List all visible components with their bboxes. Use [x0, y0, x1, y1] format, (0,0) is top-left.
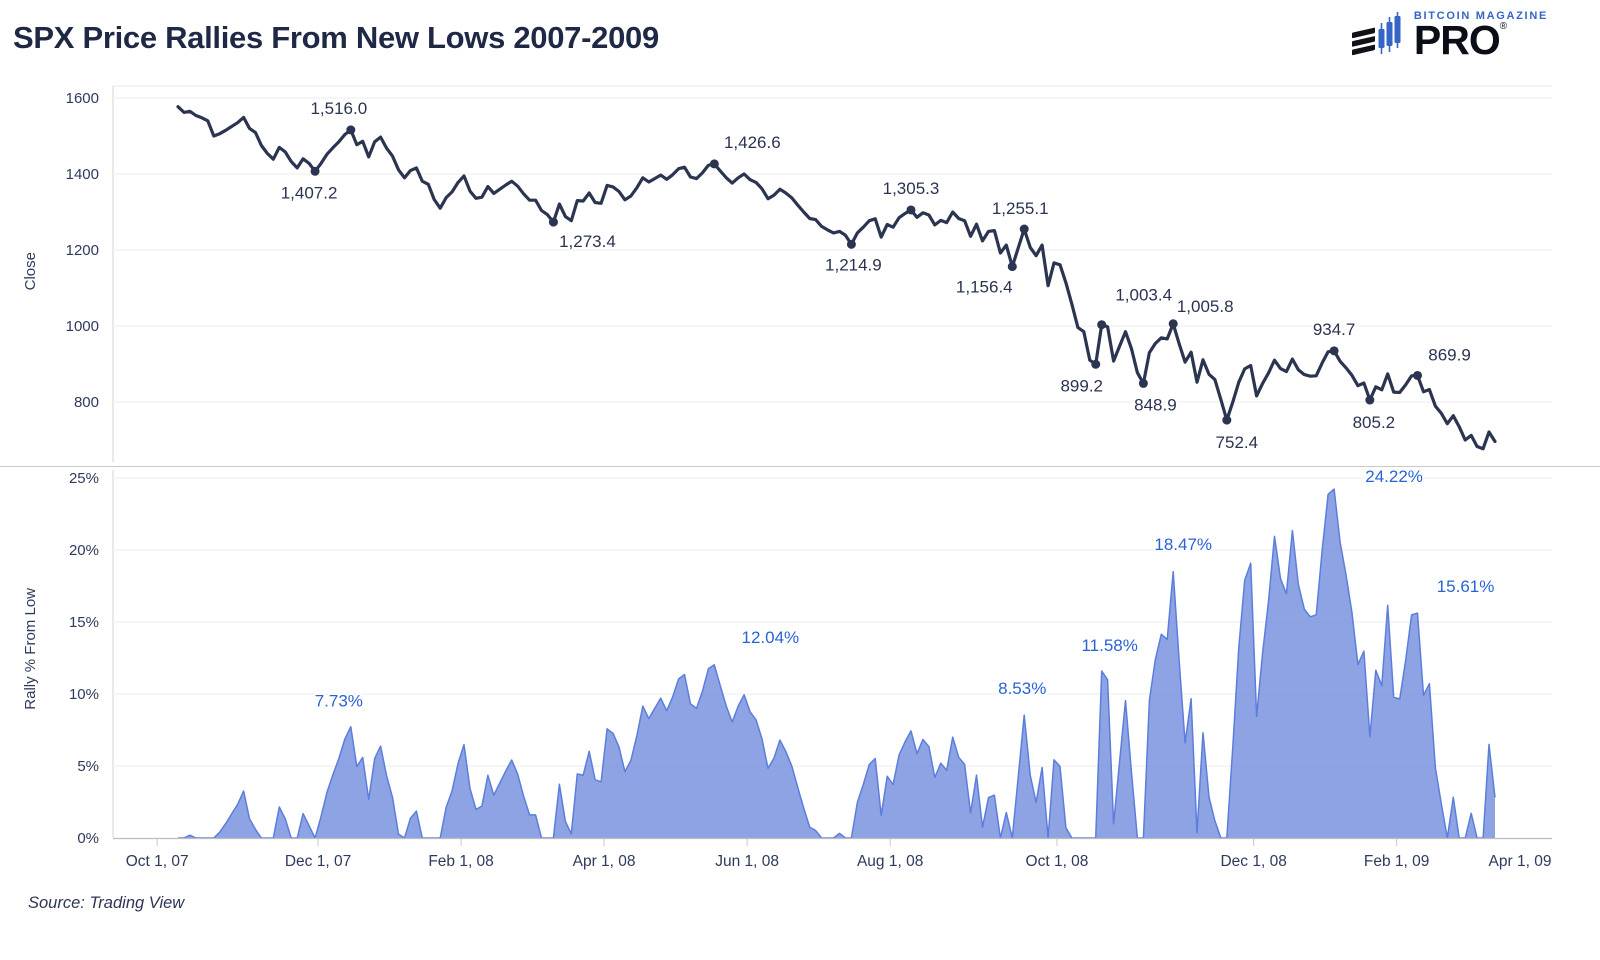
y-tick-label: 1000 — [66, 318, 99, 335]
x-tick-label: Jun 1, 08 — [715, 853, 779, 870]
logo-text: BITCOIN MAGAZINE PRO ® — [1413, 10, 1548, 64]
rally-annotation-label: 24.22% — [1365, 467, 1423, 486]
rally-area-edge — [178, 488, 1496, 839]
price-annotation-label: 1,005.8 — [1177, 297, 1234, 316]
y-tick-label: 1400 — [66, 166, 99, 183]
annotation-marker-dot — [1138, 378, 1148, 388]
y-tick-label: 1200 — [66, 242, 99, 259]
price-annotation-label: 1,214.9 — [825, 255, 882, 274]
annotation-marker-dot — [1413, 370, 1423, 380]
annotation-marker-dot — [1329, 346, 1339, 356]
annotation-marker-dot — [1222, 415, 1232, 425]
price-annotation-label: 1,407.2 — [281, 183, 338, 202]
rally-annotation-label: 8.53% — [998, 679, 1046, 698]
annotation-marker-dot — [1097, 320, 1107, 330]
spx-price-line — [176, 105, 1497, 451]
y-tick-label: 25% — [69, 470, 99, 487]
rally-annotation-label: 11.58% — [1081, 636, 1137, 655]
price-annotation-label: 1,305.3 — [883, 179, 940, 198]
annotation-marker-dot — [1365, 395, 1375, 405]
rally-annotation-label: 12.04% — [741, 628, 799, 647]
annotation-marker-dot — [709, 159, 719, 169]
registered-trademark: ® — [1499, 21, 1508, 33]
price-annotation-label: 805.2 — [1353, 413, 1396, 432]
x-tick-label: Feb 1, 09 — [1364, 853, 1430, 870]
annotation-marker-dot — [1091, 359, 1101, 369]
y-tick-label: 15% — [69, 614, 99, 631]
annotation-marker-dot — [1019, 224, 1029, 234]
price-annotation-label: 899.2 — [1060, 376, 1103, 395]
annotation-marker-dot — [548, 217, 558, 227]
y-tick-label: 0% — [77, 830, 99, 847]
bitcoin-magazine-pro-logo: BITCOIN MAGAZINE PRO ® — [1351, 10, 1548, 64]
annotation-marker-dot — [906, 205, 916, 215]
x-tick-label: Apr 1, 08 — [573, 853, 636, 870]
x-tick-label: Aug 1, 08 — [857, 853, 923, 870]
price-annotation-label: 1,516.0 — [310, 99, 367, 118]
price-annotation-label: 1,156.4 — [956, 278, 1013, 297]
rally-annotation-label: 15.61% — [1437, 577, 1495, 596]
price-annotation-label: 869.9 — [1428, 345, 1471, 364]
price-annotation-label: 934.7 — [1313, 320, 1356, 339]
annotation-marker-dot — [846, 239, 856, 249]
x-tick-label: Dec 1, 08 — [1220, 853, 1286, 870]
x-tick-label: Apr 1, 09 — [1489, 853, 1552, 870]
x-tick-label: Oct 1, 08 — [1026, 853, 1089, 870]
price-annotation-label: 1,426.6 — [724, 133, 781, 152]
price-annotation-label: 1,003.4 — [1115, 286, 1172, 305]
rally-area-fill — [178, 489, 1495, 838]
x-tick-label: Feb 1, 08 — [428, 853, 494, 870]
candlestick-bars-logo-icon — [1351, 12, 1401, 56]
annotation-marker-dot — [346, 125, 356, 135]
page-title: SPX Price Rallies From New Lows 2007-200… — [13, 20, 659, 55]
logo-product-text: PRO — [1413, 17, 1501, 64]
logo-brand-text: BITCOIN MAGAZINE — [1413, 10, 1548, 23]
rally-annotation-label: 7.73% — [315, 692, 363, 711]
y-tick-label: 20% — [69, 542, 99, 559]
price-annotation-label: 848.9 — [1134, 395, 1177, 414]
rally-annotation-label: 18.47% — [1154, 535, 1212, 554]
x-tick-label: Dec 1, 07 — [285, 853, 351, 870]
price-annotation-label: 1,273.4 — [559, 232, 616, 251]
price-annotation-label: 1,255.1 — [992, 199, 1049, 218]
source-note: Source: Trading View — [28, 894, 185, 912]
x-tick-label: Oct 1, 07 — [126, 853, 189, 870]
y-tick-label: 800 — [74, 394, 99, 411]
y-tick-label: 10% — [69, 686, 99, 703]
annotation-marker-dot — [310, 166, 320, 176]
price-annotation-label: 752.4 — [1216, 433, 1259, 452]
annotation-marker-dot — [1168, 319, 1178, 329]
annotation-marker-dot — [1007, 262, 1017, 272]
y-tick-label: 1600 — [66, 90, 99, 107]
y-tick-label: 5% — [77, 758, 99, 775]
